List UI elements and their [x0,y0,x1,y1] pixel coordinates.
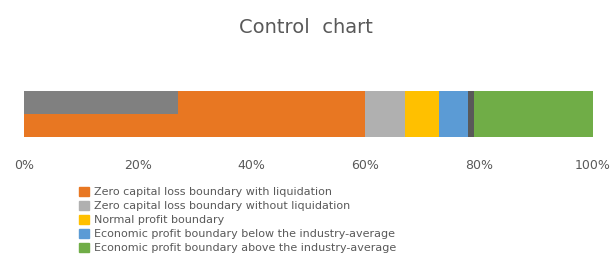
Bar [475,91,593,137]
Legend: Zero capital loss boundary with liquidation, Zero capital loss boundary without : Zero capital loss boundary with liquidat… [79,187,397,254]
Text: Control  chart: Control chart [238,18,373,37]
Bar [365,91,405,137]
Bar [405,91,439,137]
Bar [24,91,365,137]
Bar [467,91,475,137]
Bar [439,91,467,137]
Bar [24,91,178,114]
